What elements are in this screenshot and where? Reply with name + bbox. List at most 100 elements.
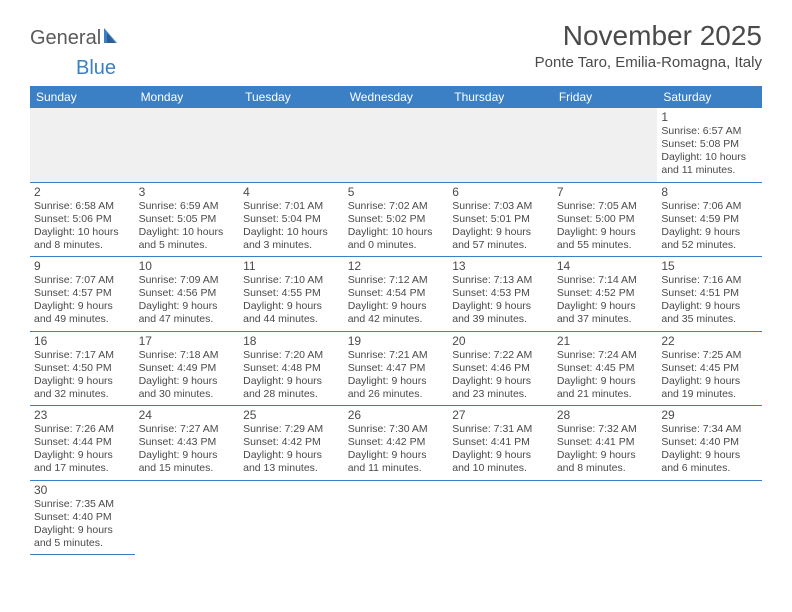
day-number: 30 bbox=[34, 483, 131, 497]
day-info: Sunrise: 7:03 AMSunset: 5:01 PMDaylight:… bbox=[452, 200, 549, 253]
day-number: 18 bbox=[243, 334, 340, 348]
day-info: Sunrise: 7:20 AMSunset: 4:48 PMDaylight:… bbox=[243, 349, 340, 402]
calendar-day-cell bbox=[448, 108, 553, 182]
day-info: Sunrise: 7:25 AMSunset: 4:45 PMDaylight:… bbox=[661, 349, 758, 402]
day-number: 12 bbox=[348, 259, 445, 273]
day-info: Sunrise: 7:14 AMSunset: 4:52 PMDaylight:… bbox=[557, 274, 654, 327]
day-header: Wednesday bbox=[344, 86, 449, 108]
calendar-day-cell: 24Sunrise: 7:27 AMSunset: 4:43 PMDayligh… bbox=[135, 406, 240, 481]
day-number: 27 bbox=[452, 408, 549, 422]
day-number: 28 bbox=[557, 408, 654, 422]
day-number: 26 bbox=[348, 408, 445, 422]
logo-text-general: General bbox=[30, 27, 101, 50]
day-info: Sunrise: 7:24 AMSunset: 4:45 PMDaylight:… bbox=[557, 349, 654, 402]
day-number: 14 bbox=[557, 259, 654, 273]
calendar-day-cell: 15Sunrise: 7:16 AMSunset: 4:51 PMDayligh… bbox=[657, 257, 762, 332]
day-number: 21 bbox=[557, 334, 654, 348]
day-info: Sunrise: 7:30 AMSunset: 4:42 PMDaylight:… bbox=[348, 423, 445, 476]
calendar-day-cell: 14Sunrise: 7:14 AMSunset: 4:52 PMDayligh… bbox=[553, 257, 658, 332]
day-info: Sunrise: 7:07 AMSunset: 4:57 PMDaylight:… bbox=[34, 274, 131, 327]
day-info: Sunrise: 7:02 AMSunset: 5:02 PMDaylight:… bbox=[348, 200, 445, 253]
calendar-day-cell: 4Sunrise: 7:01 AMSunset: 5:04 PMDaylight… bbox=[239, 182, 344, 257]
calendar-day-cell bbox=[135, 480, 240, 555]
day-number: 25 bbox=[243, 408, 340, 422]
day-header: Saturday bbox=[657, 86, 762, 108]
day-number: 23 bbox=[34, 408, 131, 422]
day-number: 5 bbox=[348, 185, 445, 199]
calendar-day-cell: 23Sunrise: 7:26 AMSunset: 4:44 PMDayligh… bbox=[30, 406, 135, 481]
day-info: Sunrise: 7:27 AMSunset: 4:43 PMDaylight:… bbox=[139, 423, 236, 476]
day-number: 17 bbox=[139, 334, 236, 348]
calendar-day-cell: 10Sunrise: 7:09 AMSunset: 4:56 PMDayligh… bbox=[135, 257, 240, 332]
day-number: 7 bbox=[557, 185, 654, 199]
day-info: Sunrise: 6:58 AMSunset: 5:06 PMDaylight:… bbox=[34, 200, 131, 253]
day-info: Sunrise: 6:59 AMSunset: 5:05 PMDaylight:… bbox=[139, 200, 236, 253]
day-number: 6 bbox=[452, 185, 549, 199]
day-number: 15 bbox=[661, 259, 758, 273]
calendar-day-cell: 27Sunrise: 7:31 AMSunset: 4:41 PMDayligh… bbox=[448, 406, 553, 481]
calendar-day-cell bbox=[448, 480, 553, 555]
day-number: 1 bbox=[661, 110, 758, 124]
day-info: Sunrise: 7:16 AMSunset: 4:51 PMDaylight:… bbox=[661, 274, 758, 327]
day-info: Sunrise: 7:17 AMSunset: 4:50 PMDaylight:… bbox=[34, 349, 131, 402]
calendar-day-cell: 18Sunrise: 7:20 AMSunset: 4:48 PMDayligh… bbox=[239, 331, 344, 406]
calendar-day-cell: 30Sunrise: 7:35 AMSunset: 4:40 PMDayligh… bbox=[30, 480, 135, 555]
calendar-day-cell: 17Sunrise: 7:18 AMSunset: 4:49 PMDayligh… bbox=[135, 331, 240, 406]
day-number: 10 bbox=[139, 259, 236, 273]
calendar-day-cell bbox=[344, 108, 449, 182]
logo-sail-icon bbox=[103, 26, 125, 50]
day-info: Sunrise: 7:31 AMSunset: 4:41 PMDaylight:… bbox=[452, 423, 549, 476]
day-info: Sunrise: 7:34 AMSunset: 4:40 PMDaylight:… bbox=[661, 423, 758, 476]
day-info: Sunrise: 7:22 AMSunset: 4:46 PMDaylight:… bbox=[452, 349, 549, 402]
day-header: Sunday bbox=[30, 86, 135, 108]
day-info: Sunrise: 7:35 AMSunset: 4:40 PMDaylight:… bbox=[34, 498, 131, 551]
day-number: 22 bbox=[661, 334, 758, 348]
calendar-day-cell: 7Sunrise: 7:05 AMSunset: 5:00 PMDaylight… bbox=[553, 182, 658, 257]
day-header: Monday bbox=[135, 86, 240, 108]
calendar-day-cell bbox=[135, 108, 240, 182]
calendar-day-cell: 3Sunrise: 6:59 AMSunset: 5:05 PMDaylight… bbox=[135, 182, 240, 257]
calendar-week-row: 30Sunrise: 7:35 AMSunset: 4:40 PMDayligh… bbox=[30, 480, 762, 555]
day-header-row: Sunday Monday Tuesday Wednesday Thursday… bbox=[30, 86, 762, 108]
day-number: 4 bbox=[243, 185, 340, 199]
calendar-day-cell: 1Sunrise: 6:57 AMSunset: 5:08 PMDaylight… bbox=[657, 108, 762, 182]
calendar-day-cell: 9Sunrise: 7:07 AMSunset: 4:57 PMDaylight… bbox=[30, 257, 135, 332]
calendar-day-cell bbox=[553, 108, 658, 182]
calendar-week-row: 9Sunrise: 7:07 AMSunset: 4:57 PMDaylight… bbox=[30, 257, 762, 332]
calendar-week-row: 2Sunrise: 6:58 AMSunset: 5:06 PMDaylight… bbox=[30, 182, 762, 257]
day-info: Sunrise: 7:12 AMSunset: 4:54 PMDaylight:… bbox=[348, 274, 445, 327]
day-number: 3 bbox=[139, 185, 236, 199]
calendar-day-cell: 29Sunrise: 7:34 AMSunset: 4:40 PMDayligh… bbox=[657, 406, 762, 481]
day-number: 24 bbox=[139, 408, 236, 422]
calendar-day-cell: 16Sunrise: 7:17 AMSunset: 4:50 PMDayligh… bbox=[30, 331, 135, 406]
day-number: 2 bbox=[34, 185, 131, 199]
logo: General bbox=[30, 26, 127, 50]
calendar-day-cell bbox=[657, 480, 762, 555]
calendar-day-cell: 8Sunrise: 7:06 AMSunset: 4:59 PMDaylight… bbox=[657, 182, 762, 257]
day-info: Sunrise: 7:26 AMSunset: 4:44 PMDaylight:… bbox=[34, 423, 131, 476]
day-header: Thursday bbox=[448, 86, 553, 108]
day-info: Sunrise: 6:57 AMSunset: 5:08 PMDaylight:… bbox=[661, 125, 758, 178]
calendar-day-cell: 19Sunrise: 7:21 AMSunset: 4:47 PMDayligh… bbox=[344, 331, 449, 406]
day-info: Sunrise: 7:05 AMSunset: 5:00 PMDaylight:… bbox=[557, 200, 654, 253]
location: Ponte Taro, Emilia-Romagna, Italy bbox=[535, 54, 762, 71]
day-number: 11 bbox=[243, 259, 340, 273]
logo-text-blue: Blue bbox=[76, 57, 116, 80]
calendar-week-row: 1Sunrise: 6:57 AMSunset: 5:08 PMDaylight… bbox=[30, 108, 762, 182]
calendar-day-cell: 20Sunrise: 7:22 AMSunset: 4:46 PMDayligh… bbox=[448, 331, 553, 406]
day-info: Sunrise: 7:10 AMSunset: 4:55 PMDaylight:… bbox=[243, 274, 340, 327]
month-title: November 2025 bbox=[535, 20, 762, 52]
day-number: 8 bbox=[661, 185, 758, 199]
calendar-day-cell: 22Sunrise: 7:25 AMSunset: 4:45 PMDayligh… bbox=[657, 331, 762, 406]
day-number: 13 bbox=[452, 259, 549, 273]
calendar-day-cell: 12Sunrise: 7:12 AMSunset: 4:54 PMDayligh… bbox=[344, 257, 449, 332]
calendar-day-cell: 28Sunrise: 7:32 AMSunset: 4:41 PMDayligh… bbox=[553, 406, 658, 481]
day-header: Tuesday bbox=[239, 86, 344, 108]
day-number: 29 bbox=[661, 408, 758, 422]
day-number: 16 bbox=[34, 334, 131, 348]
day-header: Friday bbox=[553, 86, 658, 108]
calendar-day-cell: 11Sunrise: 7:10 AMSunset: 4:55 PMDayligh… bbox=[239, 257, 344, 332]
day-info: Sunrise: 7:29 AMSunset: 4:42 PMDaylight:… bbox=[243, 423, 340, 476]
day-info: Sunrise: 7:09 AMSunset: 4:56 PMDaylight:… bbox=[139, 274, 236, 327]
calendar-day-cell: 26Sunrise: 7:30 AMSunset: 4:42 PMDayligh… bbox=[344, 406, 449, 481]
